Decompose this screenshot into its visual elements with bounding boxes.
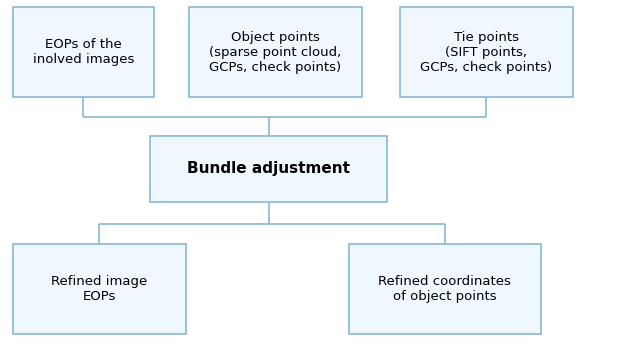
Text: Tie points
(SIFT points,
GCPs, check points): Tie points (SIFT points, GCPs, check poi… bbox=[420, 31, 552, 74]
Text: Object points
(sparse point cloud,
GCPs, check points): Object points (sparse point cloud, GCPs,… bbox=[209, 31, 341, 74]
FancyBboxPatch shape bbox=[13, 7, 154, 97]
Text: Refined image
EOPs: Refined image EOPs bbox=[51, 275, 147, 303]
FancyBboxPatch shape bbox=[150, 136, 387, 202]
Text: Bundle adjustment: Bundle adjustment bbox=[188, 161, 350, 176]
FancyBboxPatch shape bbox=[189, 7, 362, 97]
Text: Refined coordinates
of object points: Refined coordinates of object points bbox=[378, 275, 511, 303]
FancyBboxPatch shape bbox=[349, 244, 541, 334]
FancyBboxPatch shape bbox=[400, 7, 573, 97]
Text: EOPs of the
inolved images: EOPs of the inolved images bbox=[33, 38, 134, 66]
FancyBboxPatch shape bbox=[13, 244, 186, 334]
